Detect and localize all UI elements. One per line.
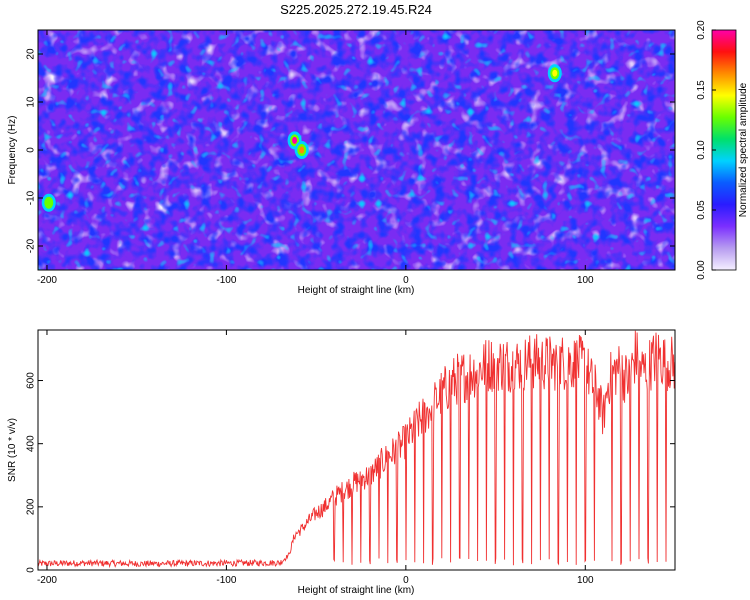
colorbar-ticks: 0.00 0.05 0.10 0.15 0.20 [696, 20, 716, 280]
snr-series-line [38, 330, 675, 569]
colorbar-tick-label: 0.00 [696, 260, 707, 280]
snr-frame [37, 329, 676, 571]
heatmap-y-tick-label: 0 [26, 147, 37, 153]
heatmap-feature-peak [299, 146, 305, 154]
heatmap-features [41, 64, 562, 212]
heatmap-y-tick-label: 10 [26, 96, 37, 108]
heatmap-x-tick-label: -200 [37, 275, 57, 286]
heatmap-y-tick-label: 20 [26, 48, 37, 60]
snr-x-ticks: -200 -100 0 100 [37, 330, 594, 586]
snr-x-tick-label: -200 [37, 575, 57, 586]
heatmap-x-tick-label: 0 [403, 275, 409, 286]
heatmap-feature-peak [552, 69, 558, 77]
figure-title: S225.2025.272.19.45.R24 [280, 2, 432, 17]
heatmap-x-ticks: -200 -100 0 100 [37, 30, 594, 286]
heatmap-feature-peak [292, 136, 298, 144]
colorbar-tick-label: 0.10 [696, 140, 707, 160]
heatmap-high-regions [38, 30, 675, 270]
snr-panel: -200 -100 0 100 0 200 400 600 Height of straig… [7, 329, 676, 596]
snr-y-tick-label: 200 [26, 498, 37, 515]
snr-x-tick-label: 100 [577, 575, 594, 586]
heatmap-x-tick-label: -100 [216, 275, 236, 286]
heatmap-y-tick-label: -10 [26, 190, 37, 205]
heatmap-x-tick-label: 100 [577, 275, 594, 286]
snr-x-tick-label: -100 [216, 575, 236, 586]
snr-x-label: Height of straight line (km) [298, 585, 415, 596]
colorbar-label: Normalized spectral amplitude [738, 82, 749, 217]
snr-y-tick-label: 0 [26, 567, 37, 573]
heatmap-y-label: Frequency (Hz) [7, 116, 18, 185]
snr-x-tick-label: 0 [403, 575, 409, 586]
heatmap-x-label: Height of straight line (km) [298, 285, 415, 296]
colorbar-tick-label: 0.05 [696, 200, 707, 220]
snr-y-tick-label: 600 [26, 372, 37, 389]
snr-y-ticks: 0 200 400 600 [26, 372, 675, 573]
heatmap-image [38, 30, 675, 270]
heatmap-y-ticks: -20 -10 0 10 20 [26, 48, 675, 253]
heatmap-feature-peak [46, 199, 52, 207]
colorbar-tick-label: 0.15 [696, 80, 707, 100]
colorbar-tick-label: 0.20 [696, 20, 707, 40]
snr-y-tick-label: 400 [26, 435, 37, 452]
colorbar: 0.00 0.05 0.10 0.15 0.20 Normalized spectral… [696, 20, 749, 280]
heatmap-y-tick-label: -20 [26, 238, 37, 253]
snr-y-label: SNR (10 * v/v) [7, 418, 18, 482]
